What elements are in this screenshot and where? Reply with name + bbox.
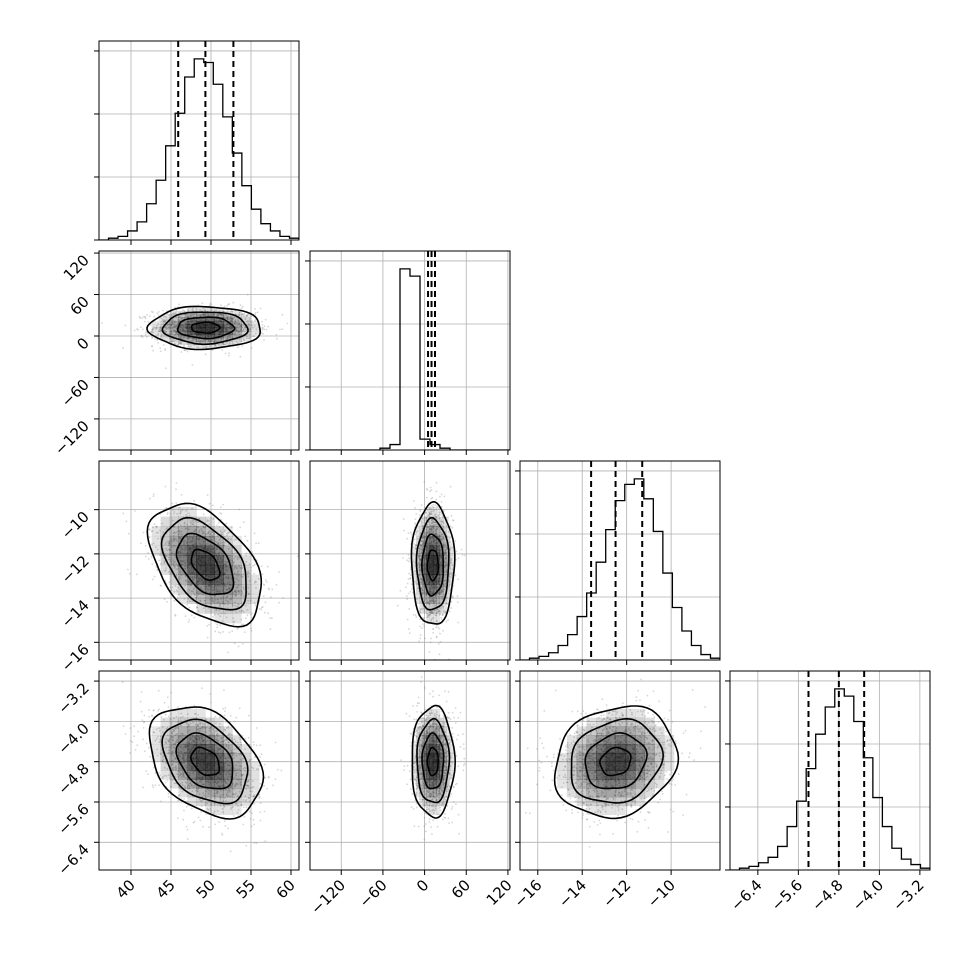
panel-frame — [98, 670, 300, 871]
x-tick-label: 120 — [483, 876, 516, 909]
panel-3-2 — [515, 670, 721, 875]
y-tick-label: 0 — [73, 334, 92, 353]
panel-2-1 — [305, 460, 511, 665]
contour-0 — [191, 321, 221, 334]
contour-1 — [421, 732, 445, 790]
histogram-0 — [99, 58, 299, 240]
panel-2-0 — [94, 460, 300, 665]
y-tick-label: 60 — [67, 293, 93, 319]
y-tick-label: −3.2 — [54, 679, 92, 717]
contour-1 — [175, 732, 234, 790]
x-tick-label: 0 — [413, 876, 432, 895]
panel-frame — [98, 250, 300, 451]
x-tick-label: −4.8 — [808, 876, 846, 914]
panel-frame — [309, 460, 511, 661]
contour-0 — [190, 746, 221, 777]
x-tick-label: −60 — [356, 876, 391, 911]
x-tick-label: −14 — [555, 876, 590, 911]
contour-1 — [176, 316, 236, 340]
y-tick-label: −4.0 — [54, 719, 92, 757]
panel-frame — [98, 40, 300, 241]
contour-3 — [146, 502, 263, 628]
y-tick-label: −4.8 — [54, 760, 92, 798]
y-tick-label: −60 — [58, 376, 93, 411]
panel-frame — [729, 670, 931, 871]
contour-2 — [161, 718, 249, 805]
y-tick-label: 120 — [60, 251, 93, 284]
x-tick-label: 40 — [113, 876, 139, 902]
contour-1 — [420, 533, 444, 597]
contour-0 — [190, 548, 221, 581]
contour-3 — [148, 706, 265, 820]
y-tick-label: −10 — [58, 508, 93, 543]
contour-2 — [415, 516, 450, 611]
x-tick-label: −120 — [307, 876, 349, 918]
panel-frame — [309, 250, 511, 451]
histogram-1 — [310, 268, 510, 450]
contour-0 — [599, 746, 632, 777]
density-shading — [557, 708, 675, 815]
panel-1-1 — [305, 250, 511, 455]
contour-3 — [146, 305, 262, 351]
y-tick-label: −6.4 — [54, 840, 92, 878]
contour-2 — [570, 717, 665, 804]
x-tick-label: 50 — [193, 876, 219, 902]
y-tick-label: −14 — [58, 596, 93, 631]
panel-3-3 — [725, 670, 931, 875]
contour-3 — [411, 704, 457, 819]
contour-3 — [553, 705, 680, 820]
panel-0-0 — [94, 40, 300, 245]
contour-1 — [175, 532, 235, 596]
x-tick-label: −4.0 — [849, 876, 887, 914]
x-tick-label: −6.4 — [727, 876, 765, 914]
histogram-2 — [520, 478, 720, 660]
histogram-3 — [730, 688, 930, 870]
contour-1 — [584, 732, 648, 790]
panel-frame — [519, 460, 721, 661]
contour-0 — [426, 746, 439, 777]
y-tick-label: −5.6 — [54, 800, 92, 838]
contour-2 — [161, 311, 249, 346]
panel-3-0 — [94, 670, 300, 875]
x-tick-label: −3.2 — [889, 876, 927, 914]
y-tick-label: −120 — [51, 417, 93, 459]
x-tick-label: 55 — [233, 876, 259, 902]
panel-frame — [98, 460, 300, 661]
panel-frame — [519, 670, 721, 871]
x-tick-label: −16 — [510, 876, 545, 911]
contour-0 — [426, 549, 440, 582]
y-tick-label: −12 — [58, 552, 93, 587]
x-tick-label: −12 — [599, 876, 634, 911]
panel-frame — [309, 670, 511, 871]
contour-3 — [410, 500, 456, 625]
x-tick-label: −10 — [644, 876, 679, 911]
x-tick-label: 45 — [153, 876, 179, 902]
panel-3-1 — [305, 670, 511, 875]
y-tick-label: −16 — [58, 640, 93, 675]
contour-2 — [416, 717, 451, 804]
contour-2 — [160, 516, 247, 611]
x-tick-label: 60 — [273, 876, 299, 902]
x-tick-label: 60 — [448, 876, 474, 902]
panel-2-2 — [515, 460, 721, 665]
panel-1-0 — [94, 250, 300, 455]
x-tick-label: −5.6 — [768, 876, 806, 914]
